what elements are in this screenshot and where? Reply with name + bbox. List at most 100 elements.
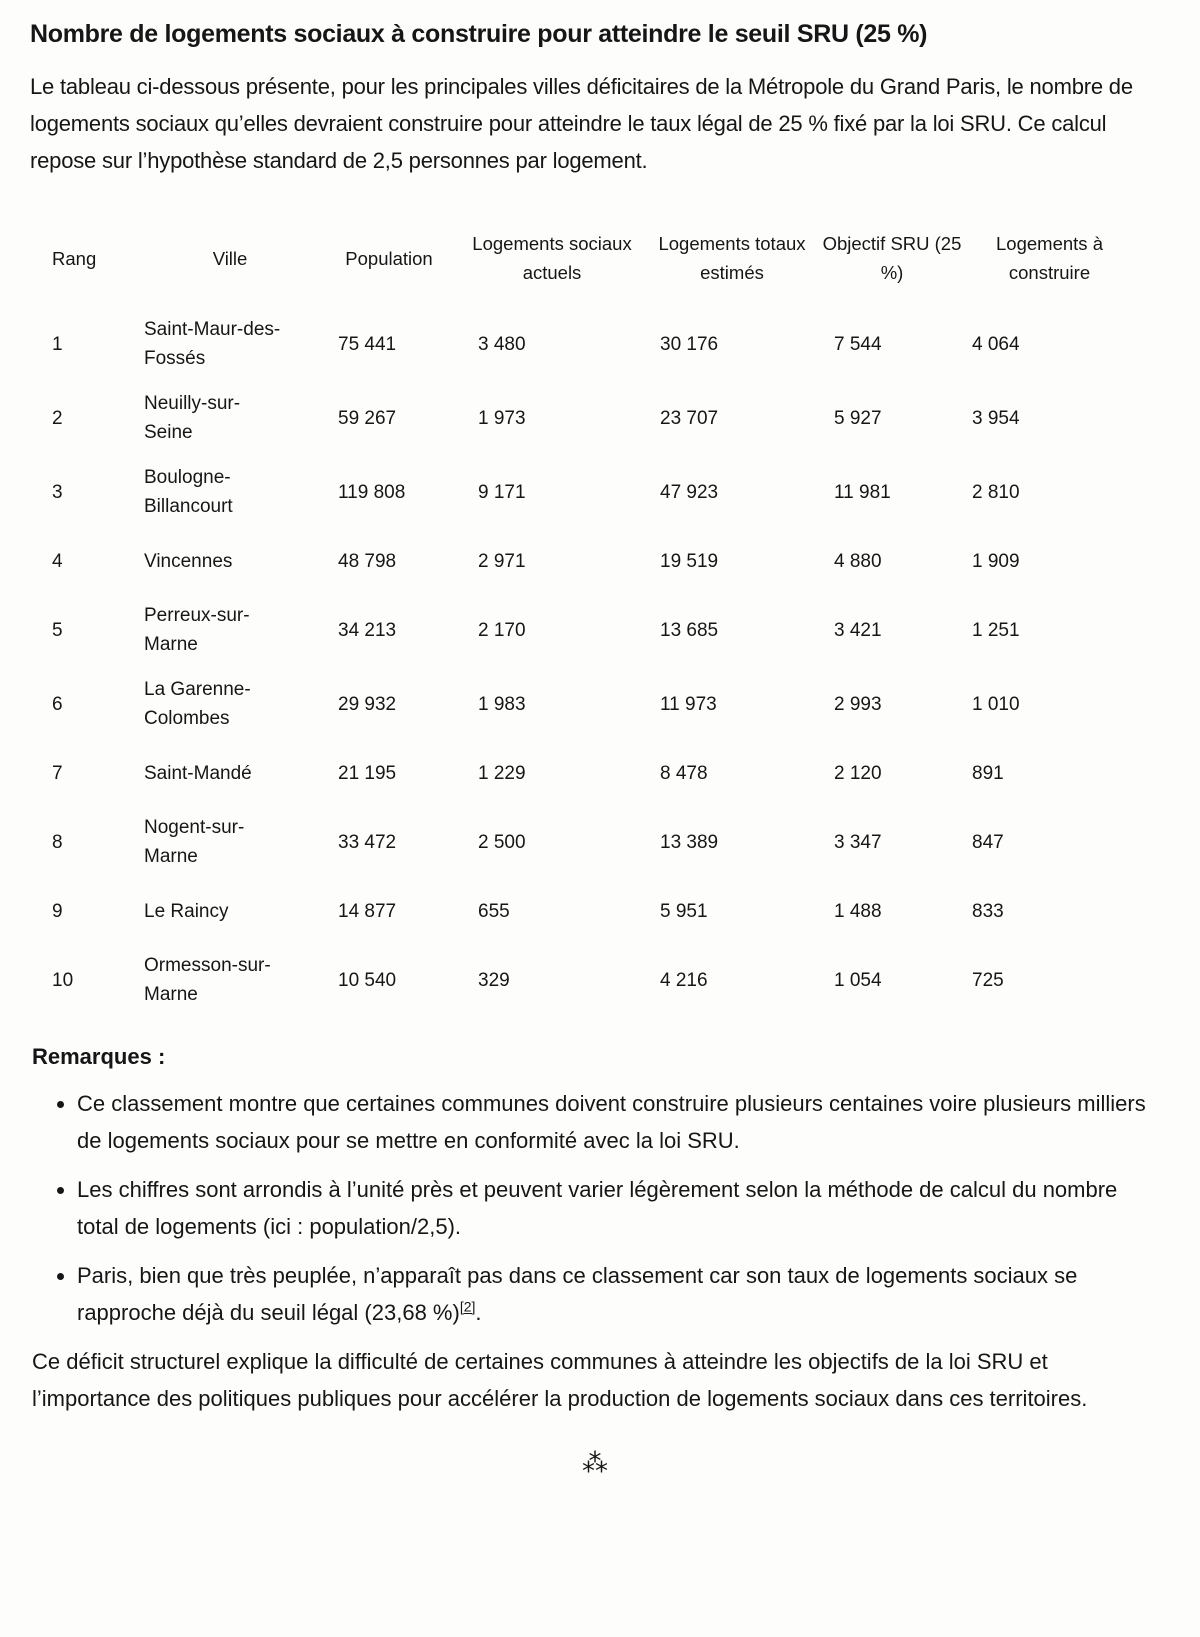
- population-cell: 75 441: [338, 333, 397, 355]
- column-header: Population: [345, 247, 433, 269]
- social-housing-cell: 3 480: [478, 333, 526, 355]
- rank-cell: 1: [52, 333, 63, 355]
- page-title: Nombre de logements sociaux à construire…: [30, 20, 928, 48]
- section-separator: ⁂: [582, 1448, 608, 1478]
- target-cell: 4 880: [834, 550, 882, 572]
- total-housing-cell: 11 973: [660, 693, 717, 715]
- to-build-cell: 1 909: [972, 550, 1020, 572]
- total-housing-cell: 19 519: [660, 550, 719, 572]
- remark-item: Ce classement montre que certaines commu…: [77, 1085, 1160, 1159]
- population-cell: 29 932: [338, 693, 397, 715]
- social-housing-cell: 2 170: [478, 619, 526, 641]
- rank-cell: 3: [52, 481, 63, 503]
- remark-item: Les chiffres sont arrondis à l’unité prè…: [77, 1171, 1160, 1245]
- target-cell: 1 054: [834, 969, 882, 991]
- to-build-cell: 833: [972, 900, 1004, 922]
- population-cell: 21 195: [338, 762, 397, 784]
- column-header: Logements totaux estimés: [658, 233, 806, 283]
- table-row: 6 La Garenne-Colombes 29 932 1 983 11 973 2 9…: [52, 667, 1137, 741]
- rank-cell: 5: [52, 619, 63, 641]
- intro-paragraph: Le tableau ci-dessous présente, pour les…: [30, 74, 1133, 173]
- to-build-cell: 1 251: [972, 619, 1020, 641]
- column-header: Ville: [212, 247, 248, 269]
- city-cell: Boulogne-Billancourt: [144, 467, 233, 517]
- table-row: 7 Saint-Mandé 21 195 1 229 8 478 2 120 891: [52, 741, 1137, 805]
- remarks-label: Remarques :: [32, 1044, 166, 1069]
- social-housing-cell: 2 971: [478, 550, 526, 572]
- sru-table: Rang Ville Population Logements sociaux act…: [52, 209, 1137, 1017]
- total-housing-cell: 47 923: [660, 481, 719, 503]
- rank-cell: 9: [52, 900, 63, 922]
- to-build-cell: 725: [972, 969, 1004, 991]
- population-cell: 59 267: [338, 407, 397, 429]
- total-housing-cell: 8 478: [660, 762, 708, 784]
- rank-cell: 4: [52, 550, 63, 572]
- target-cell: 2 120: [834, 762, 882, 784]
- total-housing-cell: 5 951: [660, 900, 708, 922]
- rank-cell: 10: [52, 969, 74, 991]
- social-housing-cell: 1 973: [478, 407, 526, 429]
- city-cell: La Garenne-Colombes: [144, 679, 251, 729]
- to-build-cell: 847: [972, 831, 1004, 853]
- population-cell: 119 808: [338, 481, 406, 503]
- target-cell: 5 927: [834, 407, 882, 429]
- table-row: 10 Ormesson-sur-Marne 10 540 329 4 216 1 054 7…: [52, 943, 1137, 1017]
- population-cell: 14 877: [338, 900, 397, 922]
- table-row: 9 Le Raincy 14 877 655 5 951 1 488 833: [52, 879, 1137, 943]
- city-cell: Saint-Mandé: [144, 762, 252, 784]
- total-housing-cell: 4 216: [660, 969, 708, 991]
- total-housing-cell: 13 389: [660, 831, 719, 853]
- target-cell: 2 993: [834, 693, 882, 715]
- table-row: 2 Neuilly-sur-Seine 59 267 1 973 23 707 5 927…: [52, 381, 1137, 455]
- remarks-section: Remarques : Ce classement montre que cer…: [32, 1041, 1160, 1417]
- to-build-cell: 2 810: [972, 481, 1020, 503]
- conclusion-paragraph: Ce déficit structurel explique la diffic…: [32, 1349, 1088, 1411]
- document-page: Nombre de logements sociaux à construire…: [0, 0, 1200, 1519]
- social-housing-cell: 2 500: [478, 831, 526, 853]
- remark-item: Paris, bien que très peuplée, n’apparaît…: [77, 1257, 1160, 1331]
- target-cell: 11 981: [834, 481, 891, 503]
- city-cell: Vincennes: [144, 550, 233, 572]
- column-header: Logements à construire: [996, 233, 1103, 283]
- target-cell: 1 488: [834, 900, 882, 922]
- social-housing-cell: 655: [478, 900, 510, 922]
- column-header: Rang: [52, 247, 97, 269]
- city-cell: Ormesson-sur-Marne: [144, 955, 271, 1005]
- city-cell: Nogent-sur-Marne: [144, 817, 245, 867]
- population-cell: 34 213: [338, 619, 397, 641]
- target-cell: 3 421: [834, 619, 882, 641]
- social-housing-cell: 1 229: [478, 762, 526, 784]
- target-cell: 7 544: [834, 333, 882, 355]
- to-build-cell: 891: [972, 762, 1004, 784]
- population-cell: 48 798: [338, 550, 397, 572]
- total-housing-cell: 13 685: [660, 619, 719, 641]
- rank-cell: 7: [52, 762, 63, 784]
- table-row: 5 Perreux-sur-Marne 34 213 2 170 13 685 3 421…: [52, 593, 1137, 667]
- social-housing-cell: 1 983: [478, 693, 526, 715]
- total-housing-cell: 23 707: [660, 407, 719, 429]
- column-header: Objectif SRU (25 %): [822, 233, 962, 283]
- rank-cell: 8: [52, 831, 63, 853]
- social-housing-cell: 329: [478, 969, 510, 991]
- population-cell: 33 472: [338, 831, 397, 853]
- remarks-list: Ce classement montre que certaines commu…: [32, 1085, 1160, 1331]
- city-cell: Le Raincy: [144, 900, 229, 922]
- rank-cell: 6: [52, 693, 63, 715]
- to-build-cell: 4 064: [972, 333, 1020, 355]
- footnote-link[interactable]: [2]: [459, 1298, 476, 1315]
- rank-cell: 2: [52, 407, 63, 429]
- city-cell: Perreux-sur-Marne: [144, 605, 250, 655]
- to-build-cell: 1 010: [972, 693, 1020, 715]
- city-cell: Saint-Maur-des-Fossés: [144, 319, 281, 369]
- city-cell: Neuilly-sur-Seine: [144, 393, 241, 443]
- target-cell: 3 347: [834, 831, 882, 853]
- to-build-cell: 3 954: [972, 407, 1020, 429]
- table-row: 8 Nogent-sur-Marne 33 472 2 500 13 389 3 347 8…: [52, 805, 1137, 879]
- table-row: 3 Boulogne-Billancourt 119 808 9 171 47 923 1…: [52, 455, 1137, 529]
- table-row: 1 Saint-Maur-des-Fossés 75 441 3 480 30 176 7…: [52, 307, 1137, 381]
- total-housing-cell: 30 176: [660, 333, 719, 355]
- table-row: 4 Vincennes 48 798 2 971 19 519 4 880 1 909: [52, 529, 1137, 593]
- population-cell: 10 540: [338, 969, 397, 991]
- column-header: Logements sociaux actuels: [472, 233, 632, 283]
- table-header-row: Rang Ville Population Logements sociaux act…: [52, 209, 1137, 307]
